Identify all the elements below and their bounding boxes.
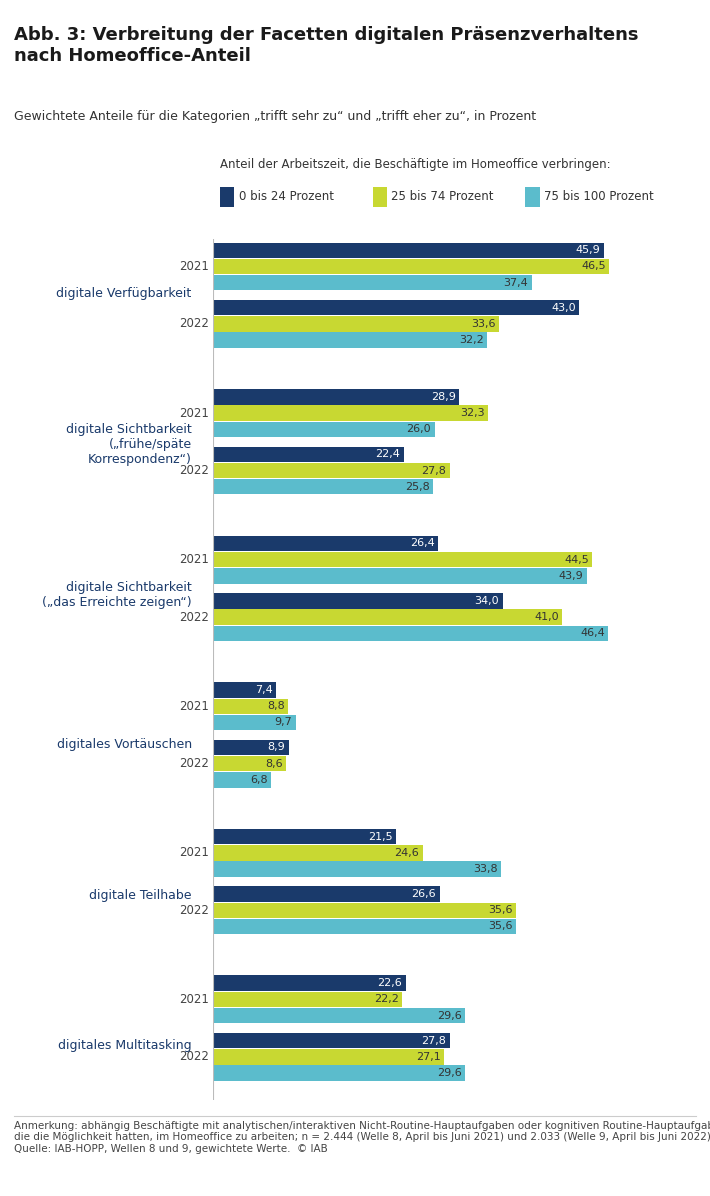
Text: 32,2: 32,2 [459,335,484,346]
Text: 22,6: 22,6 [378,978,402,988]
Bar [213,626,608,641]
Bar [213,698,288,714]
Bar [213,332,487,348]
Text: 0 bis 24 Prozent: 0 bis 24 Prozent [239,190,334,202]
Text: Abb. 3: Verbreitung der Facetten digitalen Präsenzverhaltens
nach Homeoffice-Ant: Abb. 3: Verbreitung der Facetten digital… [14,26,639,65]
Text: 33,8: 33,8 [473,864,498,874]
Text: 25 bis 74 Prozent: 25 bis 74 Prozent [391,190,493,202]
Text: 6,8: 6,8 [250,775,268,785]
Bar [213,1008,465,1024]
Bar [213,1066,465,1081]
Bar [213,421,435,437]
Text: 2021: 2021 [179,407,209,420]
Text: 43,0: 43,0 [552,303,576,312]
Bar [213,740,289,755]
Text: 2022: 2022 [179,611,209,623]
Text: 25,8: 25,8 [405,482,430,492]
Bar [213,275,532,291]
Text: 29,6: 29,6 [437,1068,462,1078]
Text: 7,4: 7,4 [255,685,273,695]
Text: 2021: 2021 [179,553,209,566]
Text: digitale Sichtbarkeit
(„das Erreichte zeigen“): digitale Sichtbarkeit („das Erreichte ze… [42,580,192,609]
Text: 41,0: 41,0 [535,612,559,622]
Bar [213,405,488,421]
Text: 27,8: 27,8 [422,465,447,476]
Text: 26,6: 26,6 [412,889,436,899]
Text: digitales Vortäuschen: digitales Vortäuschen [57,738,192,751]
Text: 2021: 2021 [179,260,209,273]
Bar [213,551,592,567]
Text: 27,8: 27,8 [422,1036,447,1045]
Text: 34,0: 34,0 [475,596,499,606]
Bar [213,258,609,274]
Bar [213,976,405,991]
Bar [213,1049,444,1064]
Text: 32,3: 32,3 [460,408,485,419]
Text: 35,6: 35,6 [488,905,513,915]
Text: 2021: 2021 [179,700,209,713]
Bar [213,919,516,934]
Bar [213,829,396,844]
Bar [213,846,422,860]
Bar [213,756,286,771]
Text: 2022: 2022 [179,464,209,477]
Text: 35,6: 35,6 [488,921,513,932]
Text: 33,6: 33,6 [471,319,496,329]
Text: digitale Teilhabe: digitale Teilhabe [89,889,192,902]
Text: digitale Sichtbarkeit
(„frühe/späte
Korrespondenz“): digitale Sichtbarkeit („frühe/späte Korr… [66,422,192,465]
Text: 44,5: 44,5 [564,555,589,565]
Text: 2022: 2022 [179,1050,209,1063]
Text: 22,2: 22,2 [374,994,399,1005]
Text: 29,6: 29,6 [437,1011,462,1020]
Text: 75 bis 100 Prozent: 75 bis 100 Prozent [544,190,654,202]
Text: digitale Verfügbarkeit: digitale Verfügbarkeit [57,287,192,300]
Bar [213,536,438,551]
Bar [213,1033,450,1049]
Bar [213,991,402,1007]
Text: 2022: 2022 [179,904,209,917]
Text: 22,4: 22,4 [376,450,400,459]
Bar [213,773,271,788]
Text: Anmerkung: abhängig Beschäftigte mit analytischen/interaktiven Nicht-Routine-Hau: Anmerkung: abhängig Beschäftigte mit ana… [14,1121,710,1154]
Text: 45,9: 45,9 [576,245,601,255]
Text: Anteil der Arbeitszeit, die Beschäftigte im Homeoffice verbringen:: Anteil der Arbeitszeit, die Beschäftigte… [220,158,611,171]
Bar [213,389,459,404]
Bar [213,316,499,331]
Bar [213,568,587,584]
Bar [213,861,501,877]
Text: 43,9: 43,9 [559,570,584,581]
Bar [213,715,295,730]
Bar [213,446,404,462]
Bar [213,243,604,258]
Bar [213,683,276,697]
Text: 2021: 2021 [179,847,209,859]
Bar [213,903,516,919]
Text: 2022: 2022 [179,757,209,770]
Text: 26,0: 26,0 [407,425,431,434]
Bar [213,480,433,494]
Text: 46,4: 46,4 [580,628,605,639]
Text: 8,9: 8,9 [268,743,285,752]
Text: 21,5: 21,5 [368,831,393,842]
Text: 8,6: 8,6 [266,758,283,769]
Text: 28,9: 28,9 [431,392,456,402]
Text: 46,5: 46,5 [581,262,606,271]
Text: digitales Multitasking: digitales Multitasking [58,1039,192,1052]
Bar [213,593,503,609]
Text: 2021: 2021 [179,993,209,1006]
Bar [213,300,579,316]
Text: 9,7: 9,7 [275,718,293,727]
Text: 8,8: 8,8 [267,701,285,712]
Bar [213,886,439,902]
Text: 2022: 2022 [179,317,209,330]
Text: Gewichtete Anteile für die Kategorien „trifft sehr zu“ und „trifft eher zu“, in : Gewichtete Anteile für die Kategorien „t… [14,110,536,123]
Bar [213,610,562,624]
Bar [213,463,450,478]
Text: 37,4: 37,4 [503,277,528,288]
Text: 26,4: 26,4 [410,538,435,549]
Text: 24,6: 24,6 [395,848,419,858]
Text: 27,1: 27,1 [416,1051,440,1062]
